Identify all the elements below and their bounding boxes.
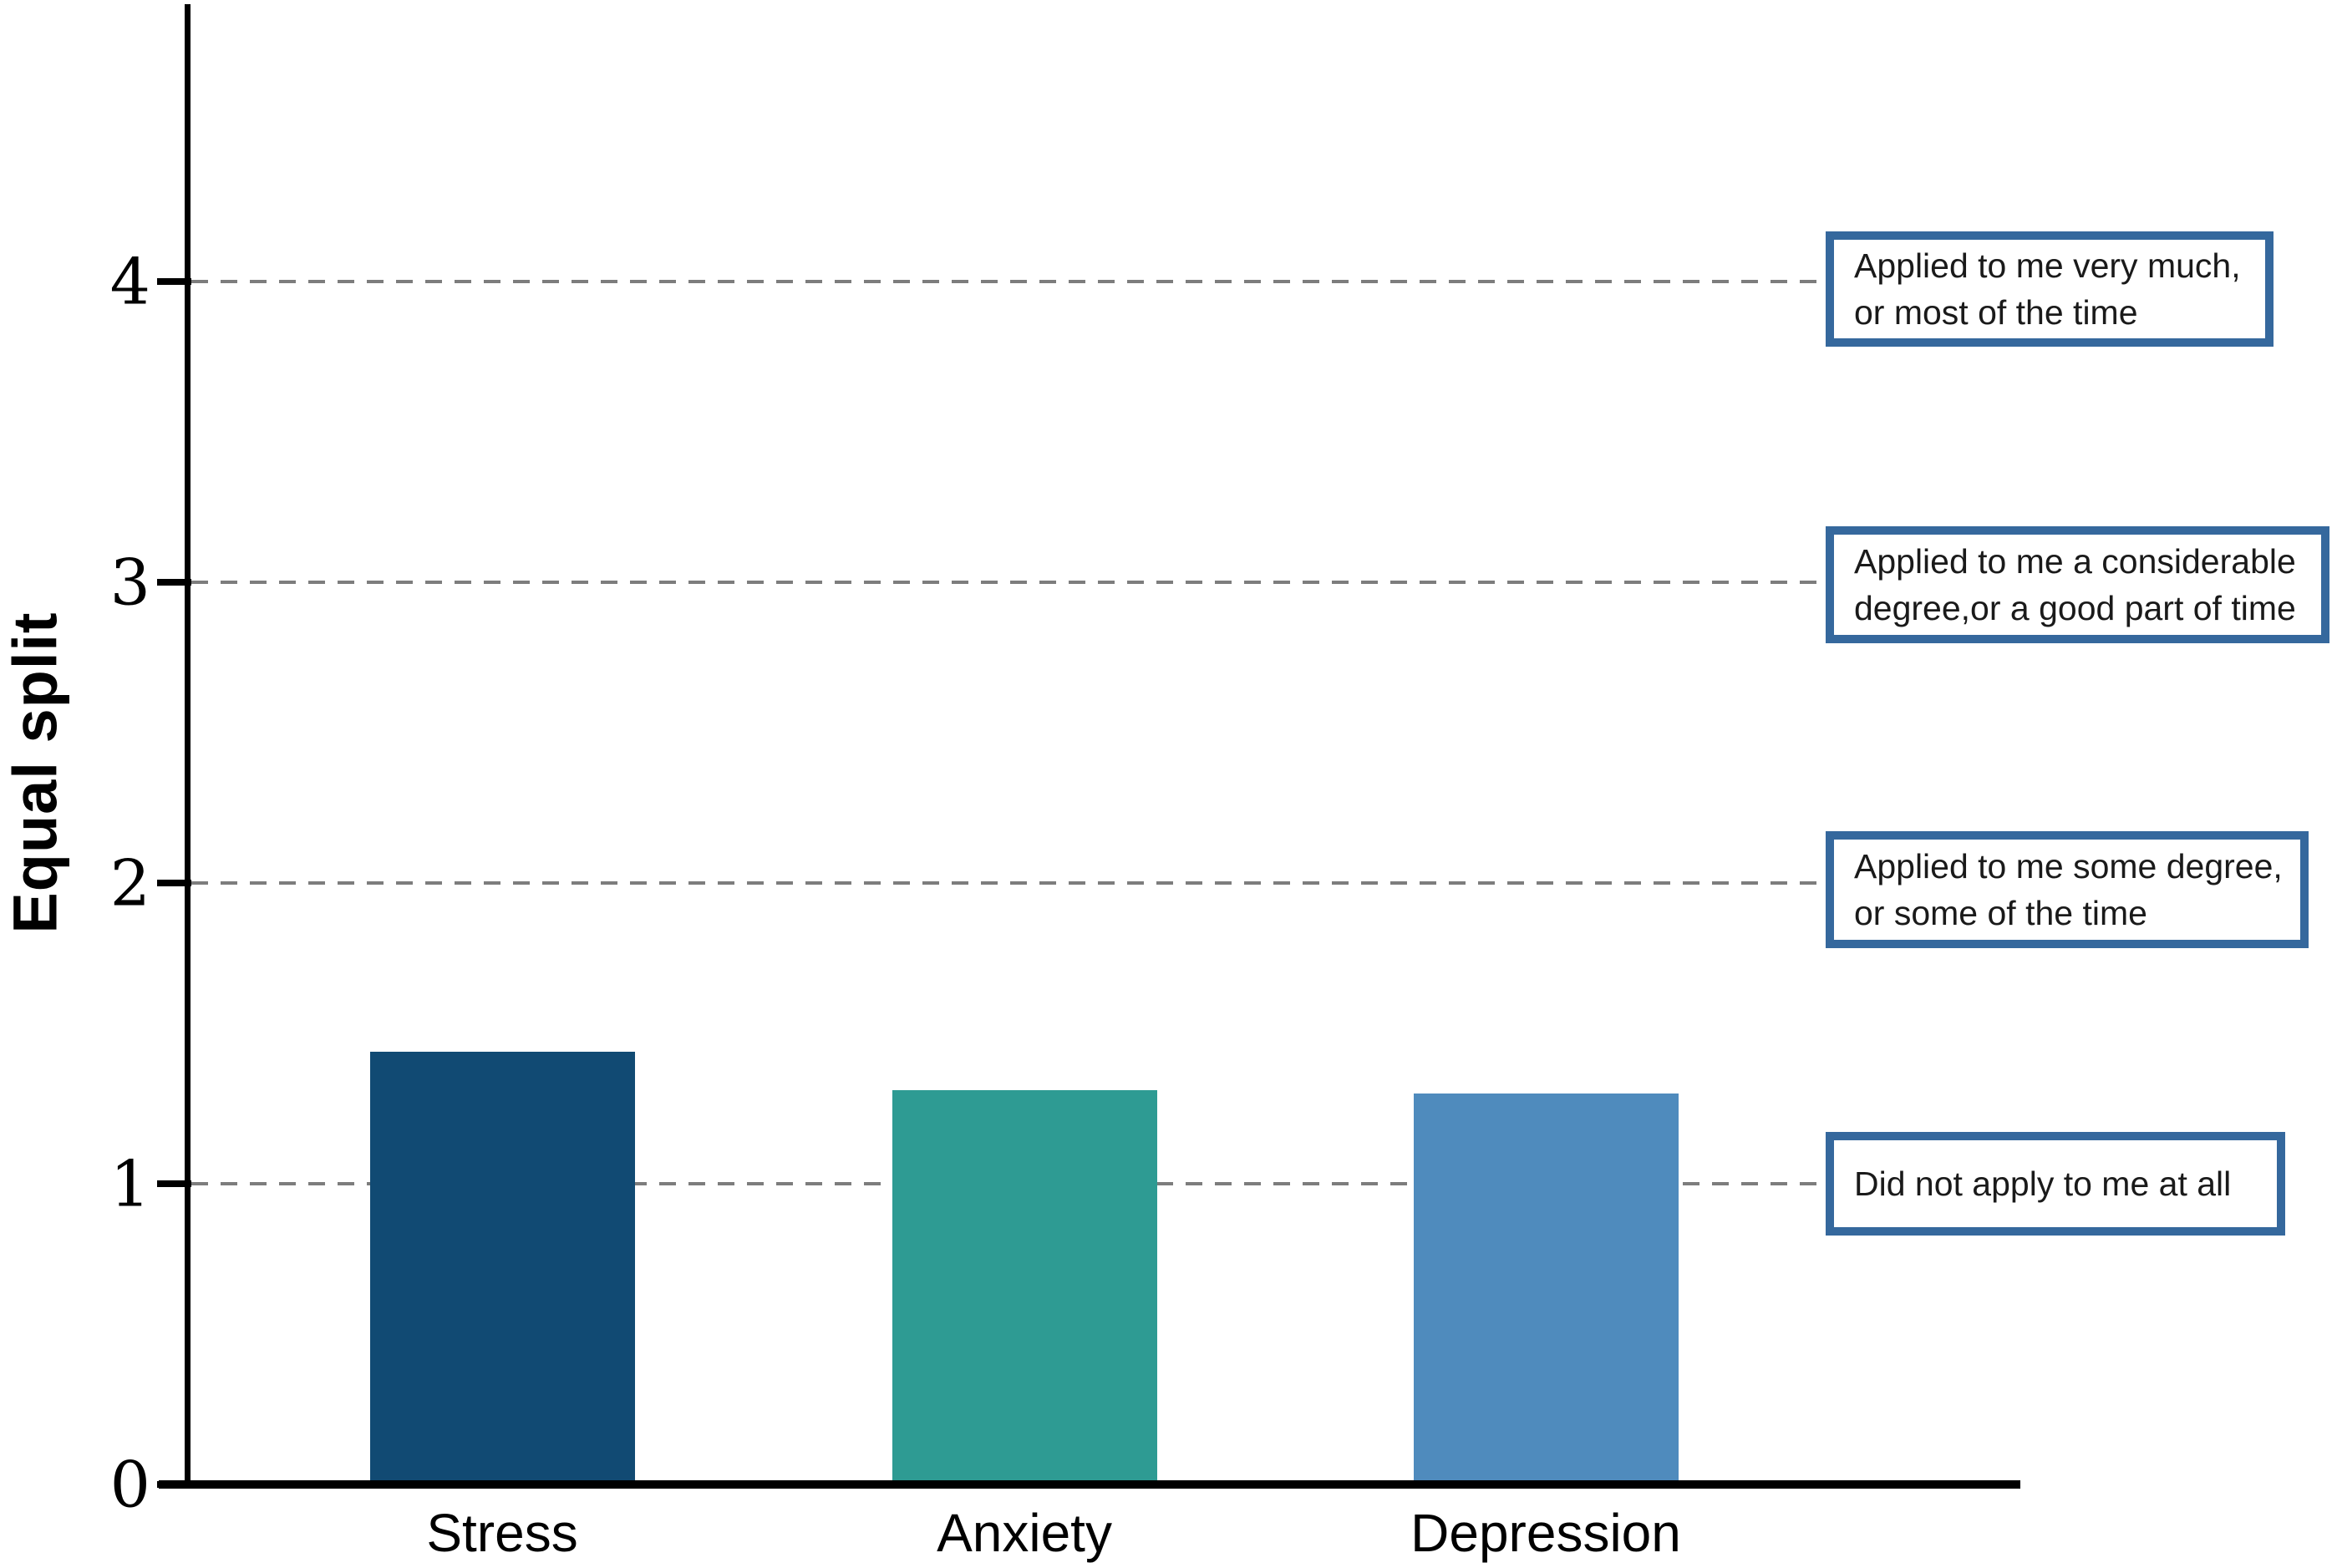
- annotation-line: Applied to me some degree,: [1854, 847, 2283, 885]
- annotation-box-2: Applied to me some degree, or some of the…: [1826, 831, 2309, 948]
- y-tick-label-1: 1: [109, 1146, 150, 1221]
- x-axis-line: [159, 1480, 2020, 1489]
- y-tick-label-4: 4: [109, 244, 150, 319]
- x-tick-label-depression: Depression: [1410, 1503, 1681, 1563]
- x-tick-label-stress: Stress: [426, 1503, 578, 1563]
- y-tick-label-0: 0: [109, 1447, 150, 1522]
- y-tick-label-3: 3: [109, 545, 150, 620]
- bar-stress: [369, 1051, 635, 1484]
- annotation-box-1: Did not apply to me at all: [1826, 1132, 2285, 1236]
- y-tick-2: [157, 880, 191, 886]
- annotation-line: Applied to me very much,: [1854, 246, 2241, 285]
- y-tick-label-2: 2: [109, 845, 150, 921]
- x-tick-label-anxiety: Anxiety: [937, 1503, 1112, 1563]
- bar-depression: [1413, 1094, 1679, 1484]
- annotation-line: or some of the time: [1854, 894, 2147, 932]
- y-tick-0: [157, 1481, 191, 1488]
- y-tick-4: [157, 278, 191, 285]
- y-axis-line: [185, 4, 191, 1489]
- y-tick-3: [157, 579, 191, 586]
- annotation-line: Applied to me a considerable: [1854, 542, 2296, 581]
- annotation-line: degree,or a good part of time: [1854, 589, 2296, 627]
- annotation-line: or most of the time: [1854, 293, 2138, 332]
- y-tick-1: [157, 1180, 191, 1187]
- bar-anxiety: [892, 1090, 1157, 1484]
- annotation-line: Did not apply to me at all: [1854, 1165, 2232, 1203]
- gridline-y4: [191, 280, 1826, 283]
- annotation-box-4: Applied to me very much, or most of the t…: [1826, 231, 2273, 347]
- gridline-y2: [191, 881, 1826, 885]
- annotation-box-3: Applied to me a considerable degree,or a …: [1826, 526, 2329, 643]
- gridline-y3: [191, 581, 1826, 584]
